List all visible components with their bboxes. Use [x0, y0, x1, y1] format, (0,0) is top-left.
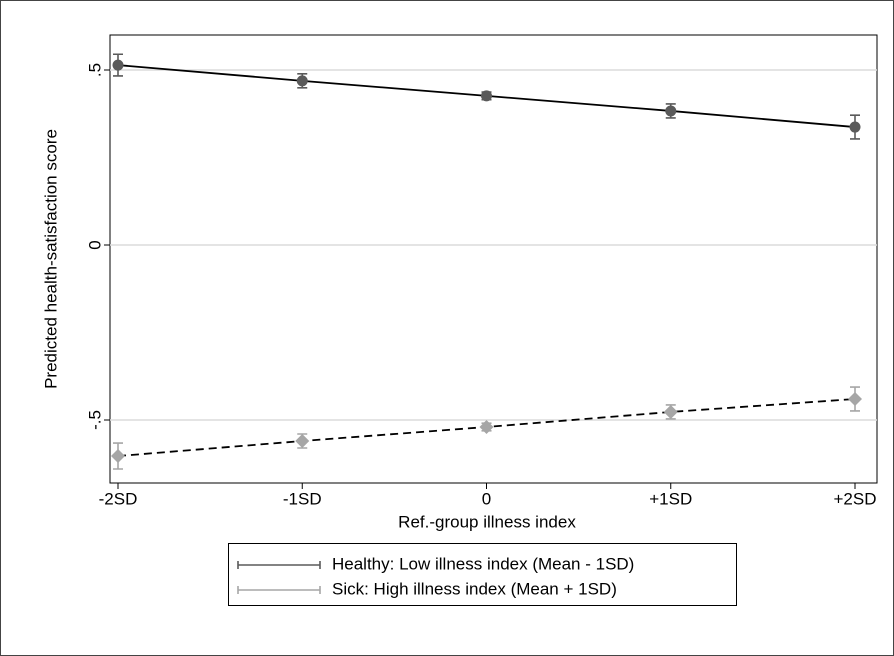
point — [665, 105, 677, 117]
y-tick-label: 0 — [85, 240, 104, 249]
x-tick-label: +2SD — [834, 489, 877, 508]
plot-frame — [109, 34, 878, 484]
y-tick-label: .5 — [85, 63, 104, 77]
point — [663, 404, 678, 419]
x-tick-label: +1SD — [649, 489, 692, 508]
x-tick-label: -2SD — [99, 489, 138, 508]
legend-symbol — [237, 561, 321, 569]
legend-label: Sick: High illness index (Mean + 1SD) — [332, 579, 617, 598]
x-tick-label: 0 — [482, 489, 491, 508]
point — [112, 59, 124, 71]
point — [849, 121, 861, 133]
point — [296, 75, 308, 87]
legend-symbol — [237, 586, 321, 594]
y-axis-title: Predicted health-satisfaction score — [41, 129, 60, 389]
point — [295, 434, 310, 448]
point — [848, 392, 862, 406]
point — [481, 90, 492, 102]
point — [479, 420, 494, 434]
x-tick-label: -1SD — [283, 489, 322, 508]
legend-label: Healthy: Low illness index (Mean - 1SD) — [332, 554, 634, 573]
x-axis-title: Ref.-group illness index — [398, 512, 576, 531]
y-tick-label: -.5 — [85, 410, 104, 430]
legend-box — [228, 543, 737, 606]
point — [111, 449, 125, 464]
